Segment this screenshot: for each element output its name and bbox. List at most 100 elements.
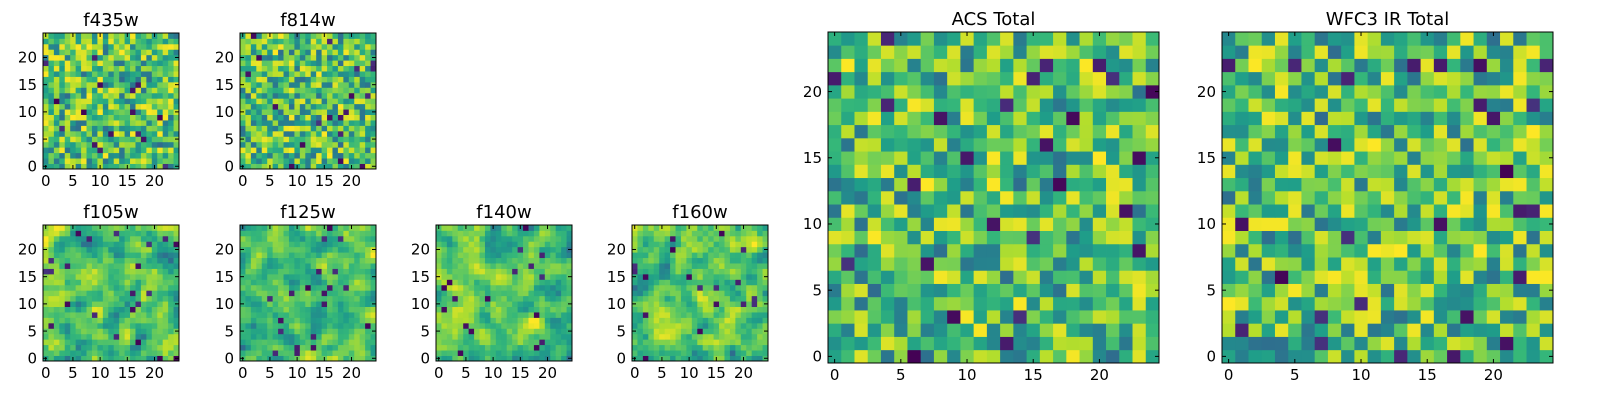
- heatmap-cell: [168, 295, 174, 302]
- heatmap-cell: [256, 301, 263, 307]
- heatmap-cell: [119, 114, 125, 121]
- heatmap-cell: [1261, 257, 1276, 271]
- heatmap-cell: [675, 322, 682, 329]
- heatmap-cell: [43, 98, 49, 105]
- heatmap-cell: [113, 141, 120, 148]
- heatmap-cell: [288, 317, 295, 324]
- heatmap-cell: [854, 58, 869, 73]
- heatmap-cell: [1066, 124, 1080, 139]
- heatmap-cell: [354, 109, 361, 115]
- heatmap-cell: [294, 284, 301, 291]
- heatmap-cell: [288, 235, 295, 242]
- heatmap-cell: [986, 58, 1001, 73]
- heatmap-cell: [495, 355, 502, 362]
- y-tick-label: 20: [18, 241, 37, 259]
- heatmap-cell: [102, 60, 109, 67]
- heatmap-cell: [59, 290, 66, 297]
- heatmap-cell: [986, 71, 1001, 86]
- heatmap-cell: [986, 111, 1001, 126]
- heatmap-cell: [828, 32, 842, 46]
- heatmap-cell: [517, 241, 524, 248]
- heatmap-cell: [1327, 257, 1342, 271]
- heatmap-cell: [310, 152, 317, 159]
- heatmap-cell: [267, 158, 274, 164]
- heatmap-cell: [751, 235, 758, 242]
- heatmap-cell: [708, 295, 714, 302]
- heatmap-cell: [841, 270, 855, 284]
- heatmap-cell: [457, 257, 464, 264]
- heatmap-cell: [64, 130, 71, 137]
- heatmap-cell: [305, 355, 312, 362]
- heatmap-cell: [108, 43, 115, 50]
- heatmap-cell: [119, 328, 125, 335]
- heatmap-cell: [867, 257, 882, 271]
- heatmap-cell: [316, 103, 322, 110]
- heatmap-cell: [146, 235, 153, 242]
- heatmap-cell: [113, 76, 120, 83]
- heatmap-cell: [490, 339, 497, 346]
- heatmap-cell: [659, 322, 666, 329]
- heatmap-cell: [1000, 323, 1014, 337]
- heatmap-cell: [506, 268, 513, 275]
- heatmap-cell: [1513, 164, 1527, 179]
- heatmap-cell: [135, 252, 142, 259]
- heatmap-cell: [528, 328, 535, 335]
- heatmap-cell: [867, 230, 882, 245]
- heatmap-cell: [463, 263, 470, 269]
- heatmap-cell: [102, 273, 109, 280]
- heatmap-cell: [501, 317, 508, 324]
- heatmap-cell: [91, 98, 98, 105]
- heatmap-cell: [1106, 124, 1120, 139]
- heatmap-cell: [867, 217, 882, 231]
- heatmap-cell: [664, 344, 671, 351]
- heatmap-cell: [240, 339, 246, 346]
- heatmap-cell: [108, 252, 115, 259]
- heatmap-cell: [97, 43, 104, 50]
- heatmap-cell: [113, 33, 120, 39]
- heatmap-cell: [278, 328, 284, 335]
- heatmap-cell: [365, 136, 371, 143]
- heatmap-cell: [310, 246, 317, 253]
- x-tick-label: 20: [734, 364, 753, 382]
- heatmap-cell: [1235, 349, 1249, 364]
- heatmap-cell: [97, 92, 104, 99]
- heatmap-cell: [479, 295, 486, 302]
- heatmap-cell: [479, 235, 486, 242]
- heatmap-cell: [59, 152, 66, 159]
- heatmap-cell: [561, 235, 567, 242]
- heatmap-cell: [245, 81, 252, 88]
- heatmap-cell: [740, 290, 747, 297]
- heatmap-cell: [283, 54, 290, 61]
- heatmap-cell: [337, 246, 344, 253]
- heatmap-cell: [907, 137, 922, 152]
- heatmap-cell: [1106, 58, 1120, 73]
- heatmap-cell: [561, 322, 567, 329]
- heatmap-cell: [316, 241, 322, 248]
- heatmap-cell: [140, 158, 147, 164]
- heatmap-cell: [135, 38, 142, 45]
- heatmap-cell: [370, 87, 377, 94]
- heatmap-cell: [686, 230, 693, 237]
- heatmap-cell: [332, 71, 339, 77]
- heatmap-cell: [1000, 270, 1014, 284]
- heatmap-cell: [708, 279, 714, 286]
- heatmap-cell: [894, 124, 908, 139]
- heatmap-cell: [337, 306, 344, 313]
- heatmap-cell: [332, 125, 339, 132]
- heatmap-cell: [113, 49, 120, 56]
- heatmap-cell: [468, 230, 475, 237]
- heatmap-cell: [446, 301, 453, 307]
- heatmap-cell: [288, 130, 295, 137]
- heatmap-cell: [544, 268, 551, 275]
- heatmap-cell: [124, 306, 131, 313]
- heatmap-cell: [1500, 257, 1514, 271]
- heatmap-cell: [48, 317, 55, 324]
- heatmap-cell: [337, 339, 344, 346]
- heatmap-cell: [746, 306, 753, 313]
- heatmap-cell: [960, 336, 975, 351]
- heatmap-cell: [1261, 296, 1276, 311]
- heatmap-cell: [97, 344, 104, 351]
- heatmap-cell: [348, 252, 355, 259]
- heatmap-cell: [691, 344, 698, 351]
- heatmap-cell: [321, 120, 328, 126]
